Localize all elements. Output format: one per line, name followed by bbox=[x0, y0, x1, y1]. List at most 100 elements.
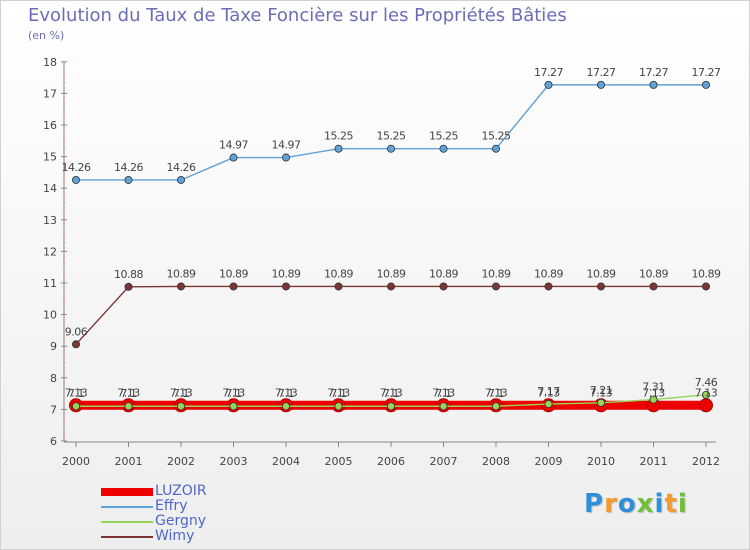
data-label-wimy: 10.89 bbox=[272, 267, 301, 280]
chart-title: Evolution du Taux de Taxe Foncière sur l… bbox=[28, 5, 567, 26]
data-label-gergny: 7.1 bbox=[173, 387, 189, 400]
data-point-wimy bbox=[702, 282, 711, 291]
x-tick-label: 2004 bbox=[272, 455, 300, 468]
data-point-effry bbox=[72, 175, 81, 184]
data-label-luzoir: 7.13 bbox=[117, 386, 140, 399]
data-label-effry: 14.97 bbox=[219, 139, 248, 152]
x-tick-label: 2003 bbox=[220, 455, 248, 468]
data-label-luzoir: 7.13 bbox=[65, 386, 88, 399]
legend-swatch bbox=[101, 521, 153, 523]
data-label-effry: 14.26 bbox=[114, 161, 143, 174]
data-label-luzoir: 7.13 bbox=[222, 386, 245, 399]
data-label-wimy: 10.89 bbox=[167, 267, 196, 280]
data-label-gergny: 7.1 bbox=[68, 387, 84, 400]
data-label-effry: 14.26 bbox=[167, 161, 196, 174]
data-label-effry: 15.25 bbox=[324, 130, 353, 143]
data-label-gergny: 7.1 bbox=[278, 387, 294, 400]
data-point-gergny bbox=[386, 402, 395, 411]
y-tick-label: 13 bbox=[43, 214, 57, 227]
data-point-effry bbox=[386, 144, 395, 153]
data-label-gergny: 7.1 bbox=[436, 387, 452, 400]
data-point-wimy bbox=[649, 282, 658, 291]
proxiti-logo: Proxiti bbox=[584, 489, 688, 519]
data-point-gergny bbox=[597, 398, 606, 407]
data-point-effry bbox=[491, 144, 500, 153]
data-label-wimy: 10.89 bbox=[692, 267, 721, 280]
x-tick-label: 2000 bbox=[62, 455, 90, 468]
data-point-wimy bbox=[597, 282, 606, 291]
data-label-effry: 17.27 bbox=[587, 66, 616, 79]
data-point-wimy bbox=[124, 282, 133, 291]
data-point-effry bbox=[649, 80, 658, 89]
y-tick-label: 6 bbox=[50, 435, 57, 448]
data-point-wimy bbox=[491, 282, 500, 291]
data-label-luzoir: 7.13 bbox=[695, 386, 718, 399]
legend-swatch bbox=[101, 536, 153, 538]
legend-label: Wimy bbox=[155, 528, 195, 544]
data-point-wimy bbox=[72, 340, 81, 349]
x-tick-label: 2007 bbox=[430, 455, 458, 468]
data-label-wimy: 10.88 bbox=[114, 268, 143, 281]
unit-label: (en %) bbox=[28, 29, 65, 42]
data-point-gergny bbox=[176, 402, 185, 411]
data-point-luzoir bbox=[699, 398, 713, 413]
data-label-wimy: 10.89 bbox=[429, 267, 458, 280]
x-tick-label: 2011 bbox=[640, 455, 668, 468]
data-label-gergny: 7.1 bbox=[226, 387, 242, 400]
data-label-luzoir: 7.13 bbox=[327, 386, 350, 399]
data-point-gergny bbox=[649, 395, 658, 404]
data-point-wimy bbox=[439, 282, 448, 291]
data-label-effry: 17.27 bbox=[534, 66, 563, 79]
data-point-wimy bbox=[386, 282, 395, 291]
data-label-wimy: 10.89 bbox=[587, 267, 616, 280]
y-tick-label: 12 bbox=[43, 245, 57, 258]
data-label-effry: 14.97 bbox=[272, 139, 301, 152]
data-label-gergny: 7.31 bbox=[642, 381, 665, 394]
data-label-effry: 17.27 bbox=[692, 66, 721, 79]
data-point-wimy bbox=[229, 282, 238, 291]
x-tick-label: 2001 bbox=[115, 455, 143, 468]
data-label-wimy: 10.89 bbox=[324, 267, 353, 280]
data-point-wimy bbox=[281, 282, 290, 291]
data-label-luzoir: 7.13 bbox=[170, 386, 193, 399]
legend-swatch bbox=[101, 488, 153, 496]
data-point-wimy bbox=[544, 282, 553, 291]
data-label-gergny: 7.1 bbox=[488, 387, 504, 400]
data-label-luzoir: 7.13 bbox=[642, 386, 665, 399]
data-point-gergny bbox=[124, 402, 133, 411]
data-label-gergny: 7.17 bbox=[537, 385, 560, 398]
data-label-luzoir: 7.13 bbox=[380, 386, 403, 399]
data-label-effry: 15.25 bbox=[377, 130, 406, 143]
data-label-wimy: 10.89 bbox=[482, 267, 511, 280]
x-tick-label: 2006 bbox=[377, 455, 405, 468]
data-point-gergny bbox=[229, 402, 238, 411]
data-label-wimy: 10.89 bbox=[639, 267, 668, 280]
data-label-wimy: 10.89 bbox=[534, 267, 563, 280]
data-label-luzoir: 7.13 bbox=[485, 386, 508, 399]
y-tick-label: 10 bbox=[43, 309, 57, 322]
y-tick-label: 18 bbox=[43, 56, 57, 69]
data-point-gergny bbox=[491, 402, 500, 411]
x-tick-label: 2008 bbox=[482, 455, 510, 468]
y-tick-label: 17 bbox=[43, 87, 57, 100]
y-tick-label: 8 bbox=[50, 372, 57, 385]
data-label-gergny: 7.1 bbox=[331, 387, 347, 400]
y-tick-label: 15 bbox=[43, 151, 57, 164]
data-label-effry: 14.26 bbox=[62, 161, 91, 174]
data-point-effry bbox=[334, 144, 343, 153]
data-label-gergny: 7.21 bbox=[590, 384, 613, 397]
x-tick-label: 2009 bbox=[535, 455, 563, 468]
y-tick-label: 11 bbox=[43, 277, 57, 290]
data-point-gergny bbox=[281, 402, 290, 411]
data-label-effry: 15.25 bbox=[482, 130, 511, 143]
data-point-gergny bbox=[702, 390, 711, 399]
data-label-wimy: 10.89 bbox=[377, 267, 406, 280]
x-tick-label: 2005 bbox=[325, 455, 353, 468]
y-tick-label: 16 bbox=[43, 119, 57, 132]
data-point-effry bbox=[124, 175, 133, 184]
legend-swatch bbox=[101, 506, 153, 508]
legend-label: Effry bbox=[155, 498, 188, 514]
data-label-gergny: 7.1 bbox=[383, 387, 399, 400]
